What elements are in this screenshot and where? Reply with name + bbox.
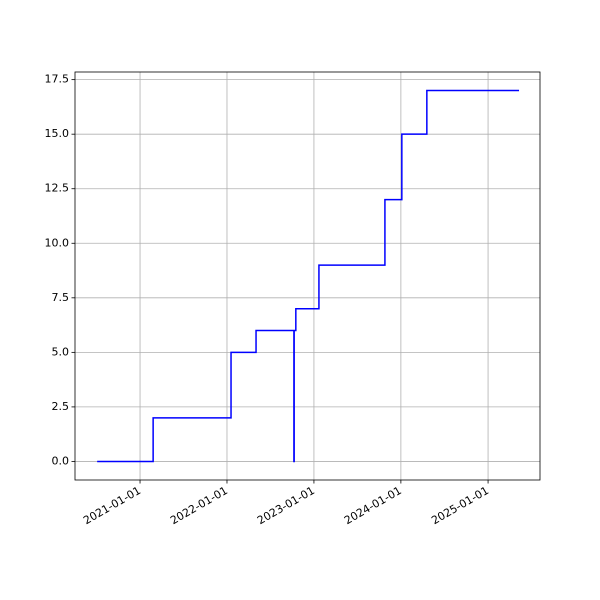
y-tick-label: 15.0 <box>45 127 70 140</box>
y-tick-label: 10.0 <box>45 236 70 249</box>
y-tick-label: 12.5 <box>45 182 70 195</box>
y-tick-label: 2.5 <box>52 400 70 413</box>
y-tick-label: 0.0 <box>52 454 70 467</box>
step-line <box>97 89 520 463</box>
axes-frame <box>74 71 541 481</box>
y-tick-label: 17.5 <box>45 73 70 86</box>
y-tick-label: 7.5 <box>52 291 70 304</box>
y-tick-label: 5.0 <box>52 345 70 358</box>
